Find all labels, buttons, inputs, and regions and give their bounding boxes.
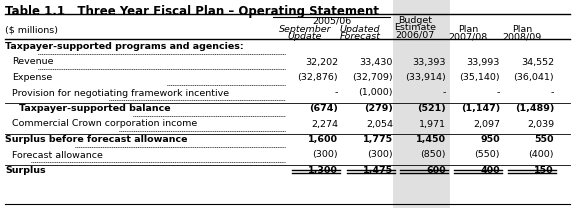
Text: Provision for negotiating framework incentive: Provision for negotiating framework ince… (12, 88, 229, 98)
Text: (36,041): (36,041) (513, 73, 554, 82)
Text: Revenue: Revenue (12, 57, 53, 67)
Text: 1,775: 1,775 (363, 135, 393, 144)
Text: (550): (550) (474, 151, 500, 160)
Text: Forecast allowance: Forecast allowance (12, 151, 103, 160)
Text: Plan: Plan (458, 25, 478, 34)
Text: 400: 400 (480, 166, 500, 175)
Text: -: - (443, 88, 446, 98)
Text: Commercial Crown corporation income: Commercial Crown corporation income (12, 120, 197, 129)
Text: (1,147): (1,147) (461, 104, 500, 113)
Text: Plan: Plan (512, 25, 532, 34)
Text: (300): (300) (367, 151, 393, 160)
Text: (33,914): (33,914) (405, 73, 446, 82)
Text: 150: 150 (534, 166, 554, 175)
Text: 33,393: 33,393 (412, 57, 446, 67)
Text: (279): (279) (364, 104, 393, 113)
Text: 1,450: 1,450 (416, 135, 446, 144)
Text: 34,552: 34,552 (521, 57, 554, 67)
Text: (1,489): (1,489) (515, 104, 554, 113)
Text: September: September (279, 25, 331, 34)
Text: Surplus before forecast allowance: Surplus before forecast allowance (5, 135, 187, 144)
Text: Taxpayer-supported programs and agencies:: Taxpayer-supported programs and agencies… (5, 42, 244, 51)
Text: -: - (335, 88, 338, 98)
Text: 32,202: 32,202 (305, 57, 338, 67)
Text: 2006/07: 2006/07 (396, 30, 435, 39)
Text: (35,140): (35,140) (459, 73, 500, 82)
Text: (674): (674) (309, 104, 338, 113)
Text: (32,876): (32,876) (297, 73, 338, 82)
Text: 33,430: 33,430 (359, 57, 393, 67)
Text: Taxpayer-supported balance: Taxpayer-supported balance (19, 104, 171, 113)
Text: 950: 950 (480, 135, 500, 144)
Text: 1,475: 1,475 (363, 166, 393, 175)
Text: 2007/08: 2007/08 (448, 32, 488, 41)
Text: 1,600: 1,600 (308, 135, 338, 144)
Text: 550: 550 (535, 135, 554, 144)
Text: ($ millions): ($ millions) (5, 25, 58, 34)
Text: Surplus: Surplus (5, 166, 45, 175)
Text: Updated: Updated (340, 25, 380, 34)
Text: 2,097: 2,097 (473, 120, 500, 129)
Text: 2,054: 2,054 (366, 120, 393, 129)
Text: Budget: Budget (398, 16, 432, 25)
Text: Forecast: Forecast (339, 32, 381, 41)
Text: 1,300: 1,300 (308, 166, 338, 175)
Text: (300): (300) (312, 151, 338, 160)
Text: Estimate: Estimate (394, 23, 436, 32)
Text: -: - (551, 88, 554, 98)
Text: (1,000): (1,000) (358, 88, 393, 98)
Text: 33,993: 33,993 (467, 57, 500, 67)
Text: 1,971: 1,971 (419, 120, 446, 129)
Text: Update: Update (288, 32, 322, 41)
Text: (850): (850) (420, 151, 446, 160)
Text: Table 1.1   Three Year Fiscal Plan – Operating Statement: Table 1.1 Three Year Fiscal Plan – Opera… (5, 5, 379, 18)
Text: 2,274: 2,274 (311, 120, 338, 129)
Text: (521): (521) (417, 104, 446, 113)
Text: Expense: Expense (12, 73, 52, 82)
Text: 2005/06: 2005/06 (312, 16, 351, 25)
Text: (32,709): (32,709) (352, 73, 393, 82)
Text: 600: 600 (427, 166, 446, 175)
Text: -: - (497, 88, 500, 98)
Text: 2,039: 2,039 (527, 120, 554, 129)
Text: 2008/09: 2008/09 (503, 32, 542, 41)
Bar (393, 0, 450, 208)
Text: (400): (400) (528, 151, 554, 160)
